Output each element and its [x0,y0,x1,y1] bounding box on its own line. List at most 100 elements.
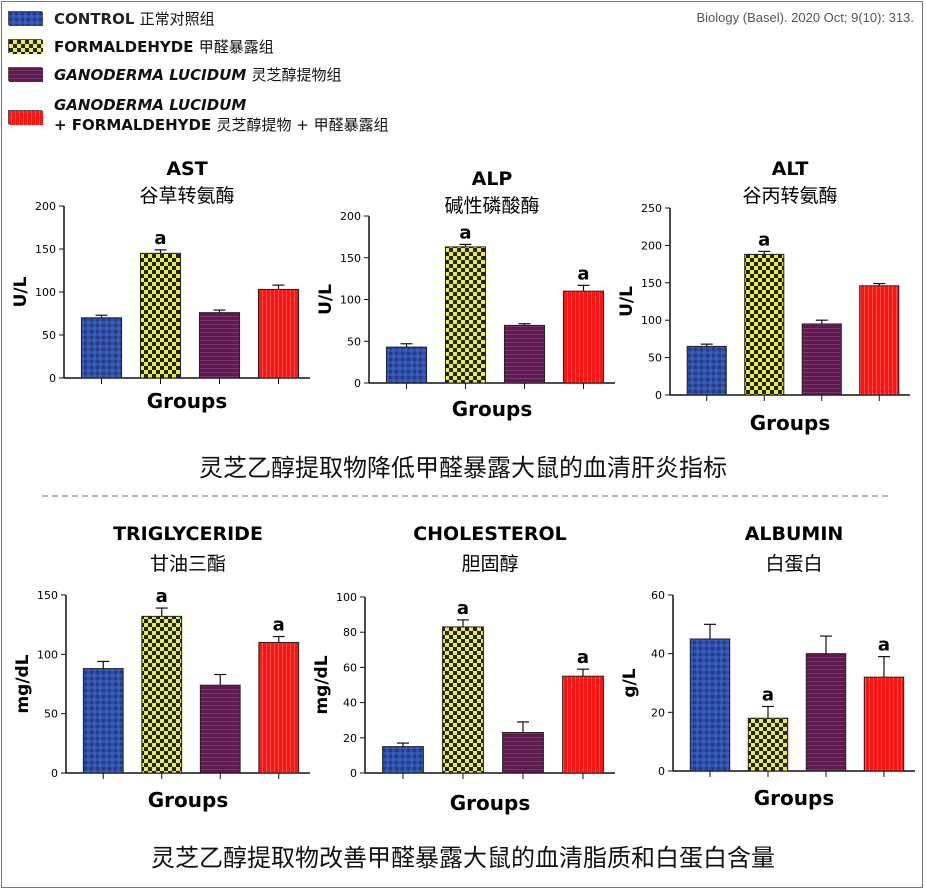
y-tick-label: 100 [37,648,58,661]
caption-top: 灵芝乙醇提取物降低甲醛暴露大鼠的血清肝炎指标 [199,454,727,482]
legend-cn-control: 正常对照组 [139,10,215,28]
significance-label: a [878,635,890,656]
y-tick-label: 250 [641,202,662,215]
y-tick-label: 100 [641,314,662,327]
bar-formaldehyde [444,246,487,384]
bar-control [382,746,424,774]
y-tick-label: 150 [37,589,58,602]
legend-name-control: CONTROL [54,10,135,28]
y-tick-label: 0 [354,377,361,390]
legend-swatch-ganoderma [8,67,43,82]
chart-albumin: ALBUMIN 白蛋白 0 20 40 60 g/L Groups a a [620,523,915,810]
bar-ganoderma [199,684,241,774]
legend-cn-formaldehyde: 甲醛暴露组 [198,38,274,56]
significance-label: a [577,647,589,668]
y-tick-label: 60 [651,589,665,602]
y-tick-label: 50 [347,335,361,348]
chart-subtitle: 碱性磷酸酶 [444,195,539,217]
bar-combo [258,641,300,774]
y-tick-label: 50 [44,708,58,721]
bar-formaldehyde [744,253,785,396]
y-axis-label: mg/dL [312,655,332,714]
legend-label-formaldehyde: FORMALDEHYDE 甲醛暴露组 [54,36,274,57]
y-tick-label: 100 [336,591,357,604]
significance-label: a [154,228,166,249]
bar-ganoderma [198,312,241,379]
x-axis-label: Groups [754,786,834,810]
y-tick-label: 0 [655,389,662,402]
legend-label-combo: GANODERMA LUCIDUM + FORMALDEHYDE 灵芝醇提物 +… [54,96,389,135]
legend-label-ganoderma: GANODERMA LUCIDUM 灵芝醇提物组 [54,64,342,85]
y-tick-label: 50 [648,352,662,365]
bar-control [82,668,124,774]
y-tick-label: 40 [343,697,357,710]
y-tick-label: 0 [658,765,665,778]
y-tick-label: 150 [35,243,56,256]
x-axis-label: Groups [148,788,228,812]
legend-cn-combo: 灵芝醇提物 + 甲醛暴露组 [216,116,389,134]
chart-ast: AST 谷草转氨酶 0 50 100 150 200 U/L Groups a [11,158,310,413]
significance-label: a [273,615,285,636]
bar-ganoderma [801,323,842,396]
bar-control [686,345,727,396]
legend-swatch-control [8,11,43,26]
significance-label: a [459,222,471,243]
chart-alt: ALT 谷丙转氨酶 0 50 100 150 200 250 U/L Groups a [617,158,910,435]
bar-formaldehyde [141,615,183,774]
legend-swatch-formaldehyde [8,39,43,54]
y-tick-label: 200 [340,210,361,223]
y-tick-label: 0 [350,767,357,780]
chart-triglyceride: TRIGLYCERIDE 甘油三酯 0 50 100 150 mg/dL Groups a a [13,523,310,812]
y-axis-label: U/L [617,286,637,317]
y-tick-label: 100 [35,286,56,299]
bar-formaldehyde [747,717,789,772]
bar-combo [562,290,605,384]
bar-control [80,317,123,379]
legend-label-control: CONTROL 正常对照组 [54,8,215,29]
y-axis-label: U/L [11,276,31,307]
bar-control [689,638,731,772]
significance-label: a [457,598,469,619]
chart-subtitle: 谷草转氨酶 [139,185,234,207]
chart-alp: ALP 碱性磷酸酶 0 50 100 150 200 U/L Groups a a [316,168,615,421]
bar-combo [562,675,604,774]
y-tick-label: 150 [641,277,662,290]
legend-cn-ganoderma: 灵芝醇提物组 [251,66,342,84]
significance-label: a [577,263,589,284]
legend-name-formaldehyde: FORMALDEHYDE [54,38,194,56]
bar-ganoderma [805,653,847,772]
chart-cholesterol: CHOLESTEROL 胆固醇 0 20 40 60 80 100 mg/dL Groups a a [312,523,615,815]
bar-combo [257,288,300,379]
section-divider [42,495,888,497]
y-tick-label: 150 [340,252,361,265]
y-axis-label: mg/dL [13,654,33,713]
bar-combo [863,676,905,772]
significance-label: a [156,586,168,607]
chart-title: ALT [772,158,809,180]
x-axis-label: Groups [452,397,532,421]
caption-bottom: 灵芝乙醇提取物改善甲醛暴露大鼠的血清脂质和白蛋白含量 [151,844,775,872]
legend-name2-combo: + FORMALDEHYDE [54,116,212,134]
bar-formaldehyde [139,252,182,379]
chart-subtitle: 甘油三酯 [150,553,226,575]
x-axis-label: Groups [750,411,830,435]
y-tick-label: 80 [343,626,357,639]
chart-subtitle: 白蛋白 [765,553,822,575]
y-tick-label: 0 [49,372,56,385]
bar-ganoderma [502,732,544,774]
y-axis-label: g/L [620,668,640,697]
significance-label: a [762,684,774,705]
chart-title: TRIGLYCERIDE [113,523,263,545]
chart-subtitle: 谷丙转氨酶 [742,185,837,207]
bar-ganoderma [503,324,546,384]
y-tick-label: 40 [651,648,665,661]
x-axis-label: Groups [147,389,227,413]
y-tick-label: 100 [340,294,361,307]
chart-title: CHOLESTEROL [413,523,567,545]
y-tick-label: 200 [35,200,56,213]
y-axis-label: U/L [316,284,336,315]
legend-name-ganoderma: GANODERMA LUCIDUM [54,66,247,84]
bar-control [385,346,428,384]
y-tick-label: 60 [343,661,357,674]
